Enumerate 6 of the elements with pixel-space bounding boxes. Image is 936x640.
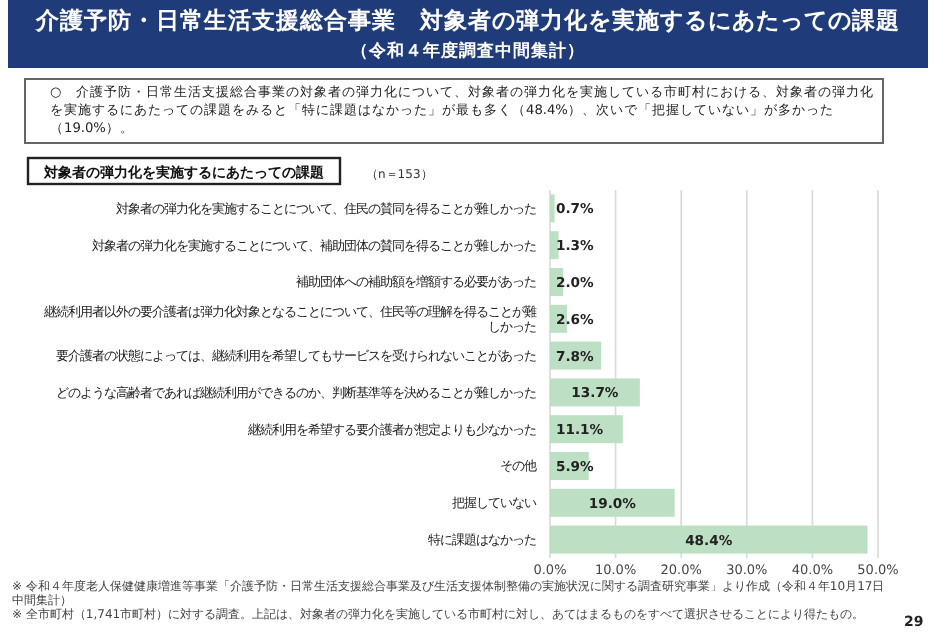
chart-title: 介護予防・日常生活支援総合事業 対象者の弾力化を実施するにあたっての課題	[34, 6, 900, 34]
bar	[550, 231, 559, 260]
bar	[550, 525, 868, 554]
bar	[550, 488, 675, 517]
bar	[550, 378, 640, 407]
chart-subtitle: （令和４年度調査中間集計）	[351, 40, 585, 62]
